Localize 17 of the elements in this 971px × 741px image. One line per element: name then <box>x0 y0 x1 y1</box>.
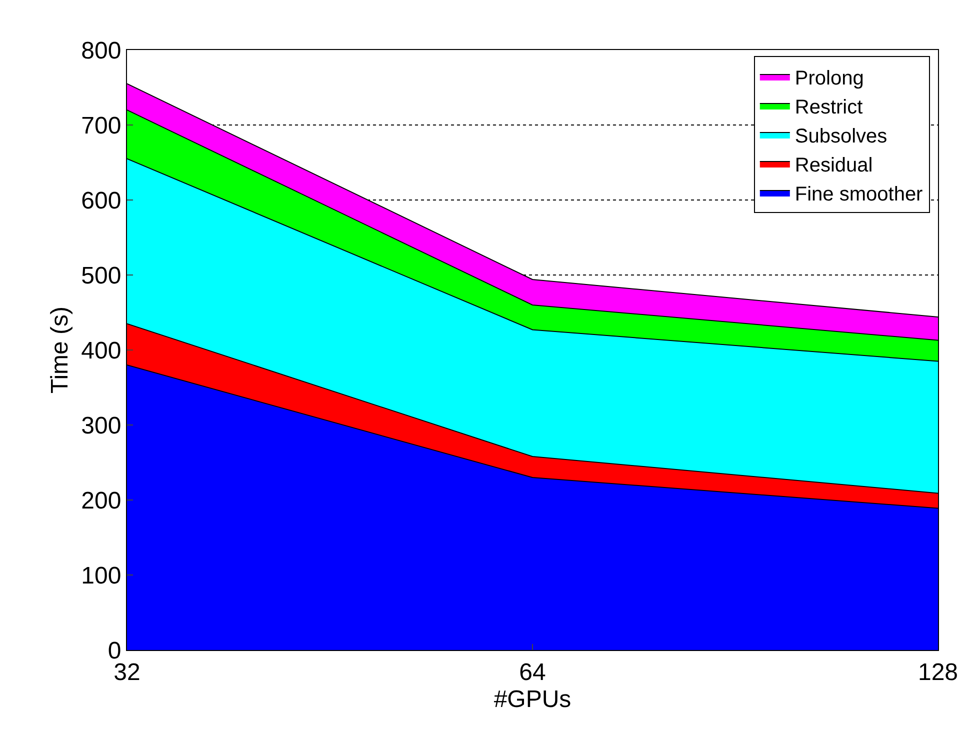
y-tick-label: 700 <box>81 112 122 140</box>
y-tick-label: 600 <box>81 187 122 214</box>
legend-label: Fine smoother <box>794 183 924 206</box>
y-tick-label: 500 <box>81 262 122 290</box>
y-tick-label: 800 <box>81 37 122 64</box>
y-tick-label: 100 <box>81 562 122 590</box>
legend-label: Subsolves <box>794 125 888 148</box>
y-tick-label: 400 <box>81 337 122 364</box>
x-axis-title: #GPUs <box>494 686 572 713</box>
y-tick-label: 200 <box>81 487 122 514</box>
x-tick-label: 64 <box>519 658 546 686</box>
legend-label: Prolong <box>794 67 864 90</box>
y-tick-label: 300 <box>81 412 122 440</box>
y-axis-title: Time (s) <box>46 306 74 394</box>
legend-label: Restrict <box>794 96 864 118</box>
x-tick-label: 128 <box>918 658 958 686</box>
legend-label: Residual <box>794 154 873 176</box>
